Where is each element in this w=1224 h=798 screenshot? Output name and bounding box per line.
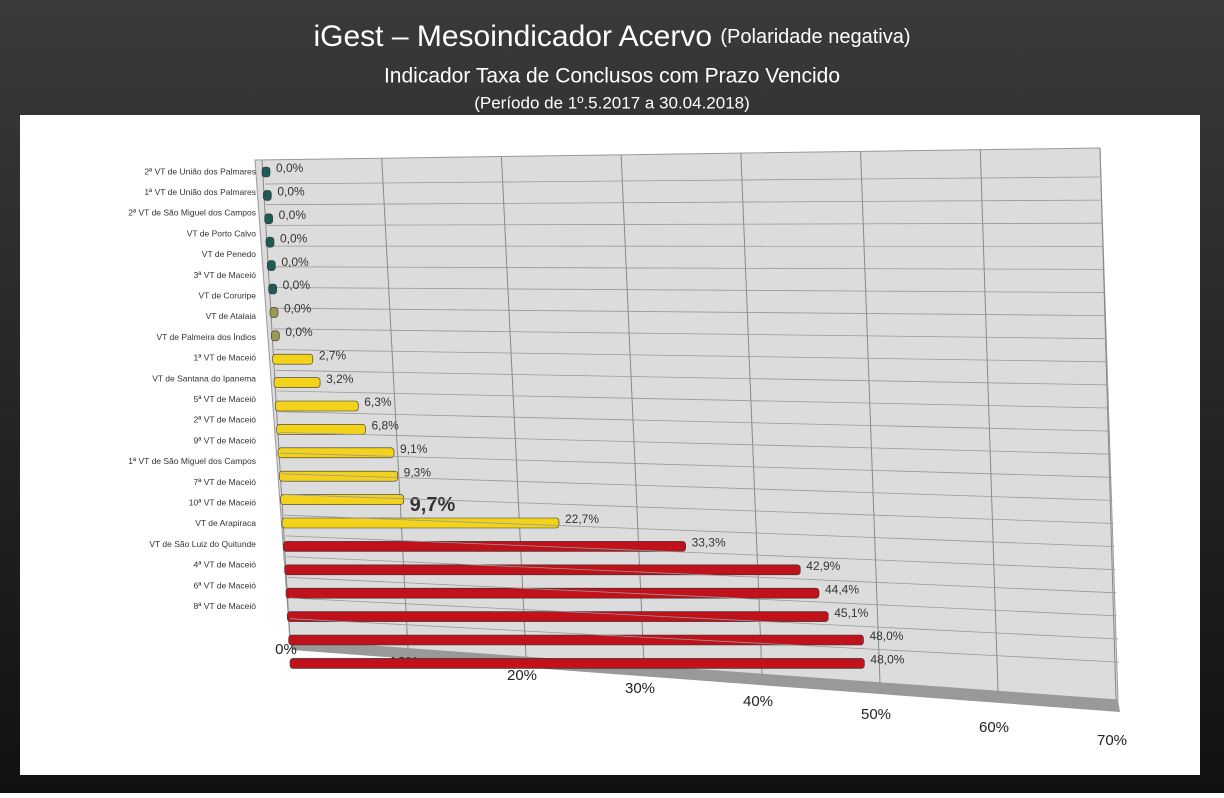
y-tick-label: 2ª VT de Maceió	[193, 415, 256, 425]
y-tick-label: 1ª VT de Maceió	[193, 353, 256, 363]
value-label: 0,0%	[285, 325, 313, 339]
x-tick-label: 70%	[1097, 732, 1127, 749]
value-label: 0,0%	[276, 161, 304, 175]
value-label: 48,0%	[870, 653, 904, 667]
bar	[267, 261, 275, 271]
bar	[282, 518, 559, 528]
bar	[262, 167, 270, 177]
x-tick-label: 60%	[979, 719, 1009, 736]
value-label: 9,3%	[404, 465, 432, 479]
value-label: 0,0%	[280, 231, 308, 245]
bar	[265, 214, 273, 224]
y-tick-label: VT de Arapiraca	[195, 518, 256, 528]
x-tick-label: 40%	[743, 693, 773, 710]
bar	[271, 331, 279, 341]
bar	[275, 401, 358, 411]
value-label: 0,0%	[283, 278, 311, 292]
bar	[274, 378, 320, 388]
y-tick-label: 9ª VT de Maceió	[193, 435, 256, 445]
value-label: 22,7%	[565, 512, 599, 526]
value-label: 0,0%	[281, 255, 309, 269]
bar	[279, 471, 397, 481]
y-tick-label: 3ª VT de Maceió	[193, 270, 256, 280]
y-tick-label: VT de Santana do Ipanema	[152, 373, 256, 383]
bar	[266, 237, 274, 247]
bar	[270, 307, 278, 317]
bar	[290, 658, 864, 668]
value-label: 2,7%	[319, 348, 347, 362]
value-label: 6,3%	[364, 395, 392, 409]
value-label: 3,2%	[326, 372, 354, 386]
value-label: 42,9%	[806, 559, 840, 573]
y-tick-label: 8ª VT de Maceió	[193, 601, 256, 611]
bar	[269, 284, 277, 294]
y-tick-label: 7ª VT de Maceió	[193, 477, 256, 487]
bar	[281, 495, 404, 505]
value-label: 6,8%	[371, 419, 399, 433]
bar	[285, 565, 801, 575]
y-tick-label: VT de Atalaia	[206, 311, 257, 321]
bar	[273, 354, 313, 364]
value-label: 45,1%	[834, 606, 868, 620]
value-label: 48,0%	[869, 629, 903, 643]
value-label: 33,3%	[692, 536, 726, 550]
x-tick-label: 30%	[625, 680, 655, 697]
x-tick-label: 20%	[507, 667, 537, 684]
value-label: 9,1%	[400, 442, 428, 456]
y-tick-label: VT de Coruripe	[199, 290, 257, 300]
x-tick-label: 50%	[861, 706, 891, 723]
value-label: 0,0%	[279, 208, 307, 222]
y-tick-label: 6ª VT de Maceió	[193, 580, 256, 590]
bar	[289, 635, 864, 645]
y-tick-label: 2ª VT de União dos Palmares	[144, 166, 256, 176]
y-tick-label: VT de Porto Calvo	[187, 228, 257, 238]
y-tick-label: 2ª VT de São Miguel dos Campos	[128, 208, 256, 218]
value-label: 9,7%	[410, 494, 456, 516]
y-tick-label: VT de São Luiz do Quitunde	[149, 539, 256, 549]
y-tick-label: 1ª VT de União dos Palmares	[144, 187, 256, 197]
y-tick-label: 10ª VT de Maceió	[189, 497, 257, 507]
bar	[287, 612, 828, 622]
bar	[278, 448, 394, 458]
bar	[263, 190, 271, 200]
subtitle: Indicador Taxa de Conclusos com Prazo Ve…	[384, 65, 840, 88]
y-tick-label: VT de Palmeira dos Índios	[156, 332, 256, 342]
y-tick-label: VT de Penedo	[202, 249, 256, 259]
period: (Período de 1º.5.2017 a 30.04.2018)	[474, 93, 750, 112]
y-tick-label: 4ª VT de Maceió	[193, 560, 256, 570]
y-tick-label: 5ª VT de Maceió	[193, 394, 256, 404]
value-label: 44,4%	[825, 582, 859, 596]
value-label: 0,0%	[284, 302, 312, 316]
y-tick-label: 1ª VT de São Miguel dos Campos	[128, 456, 256, 466]
value-label: 0,0%	[277, 185, 305, 199]
